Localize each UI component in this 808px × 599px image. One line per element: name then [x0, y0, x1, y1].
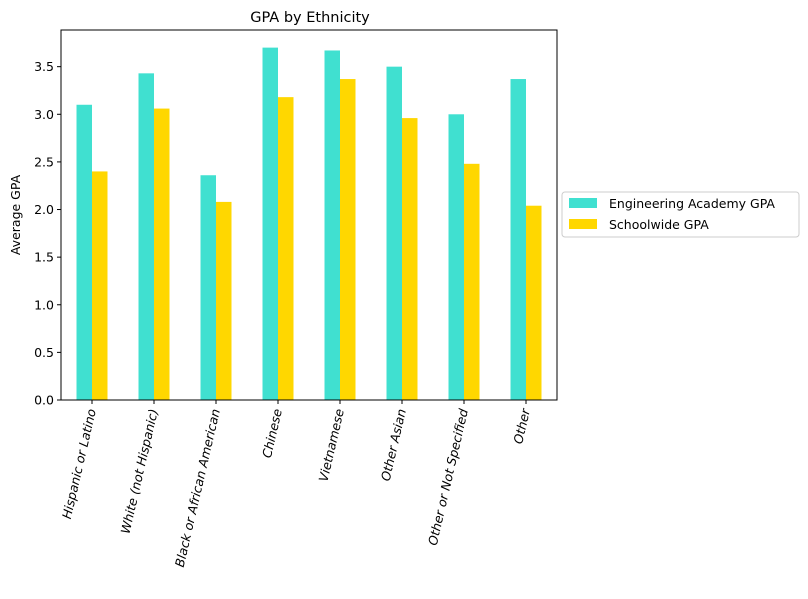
- legend-box: [561, 191, 800, 238]
- y-axis: 0.0 0.5 1.0 1.5 2.0 2.5 3.0 3.5: [34, 59, 61, 408]
- bar-engineering-6: [448, 114, 464, 401]
- x-tick-label: Other or Not Specified: [425, 407, 471, 547]
- bar-schoolwide-2: [216, 201, 232, 400]
- y-tick-label: 3.0: [34, 107, 54, 122]
- legend-label: Schoolwide GPA: [609, 217, 709, 232]
- legend: Engineering Academy GPA Schoolwide GPA: [561, 191, 800, 238]
- bar-engineering-5: [386, 66, 402, 401]
- y-tick-label: 0.0: [34, 393, 54, 408]
- plot-frame: [60, 29, 558, 401]
- bar-schoolwide-0: [92, 171, 108, 400]
- bar-schoolwide-5: [402, 118, 418, 400]
- x-tick-label: White (not Hispanic): [118, 407, 161, 535]
- bar-schoolwide-3: [278, 97, 294, 401]
- bar-schoolwide-1: [154, 108, 170, 401]
- x-tick-label: Other Asian: [378, 407, 409, 482]
- bar-schoolwide-7: [526, 205, 542, 400]
- legend-swatch: [569, 198, 597, 208]
- bar-engineering-4: [324, 50, 340, 400]
- bar-schoolwide-6: [464, 163, 480, 400]
- bar-engineering-2: [200, 175, 216, 400]
- x-tick-label: Other: [510, 406, 533, 445]
- y-tick-label: 3.5: [34, 59, 54, 74]
- y-tick-label: 2.5: [34, 154, 54, 169]
- bar-engineering-1: [138, 73, 154, 400]
- bar-schoolwide-4: [340, 79, 356, 401]
- x-tick-label: Hispanic or Latino: [59, 407, 99, 520]
- x-tick-label: Chinese: [259, 407, 285, 459]
- y-tick-label: 1.5: [34, 250, 54, 265]
- legend-swatch: [569, 219, 597, 229]
- chart-title: GPA by Ethnicity: [250, 10, 370, 26]
- bar-engineering-3: [262, 47, 278, 400]
- x-tick-label: Vietnamese: [316, 407, 347, 483]
- x-tick-label: Black or African American: [172, 407, 223, 568]
- bar-engineering-7: [510, 79, 526, 401]
- bars: [76, 47, 542, 401]
- bar-engineering-0: [76, 104, 92, 400]
- y-tick-label: 2.0: [34, 202, 54, 217]
- legend-label: Engineering Academy GPA: [609, 196, 775, 211]
- y-axis-label: Average GPA: [8, 174, 23, 255]
- x-axis: Hispanic or Latino White (not Hispanic) Bl…: [59, 400, 533, 569]
- y-tick-label: 1.0: [34, 297, 54, 312]
- y-tick-label: 0.5: [34, 345, 54, 360]
